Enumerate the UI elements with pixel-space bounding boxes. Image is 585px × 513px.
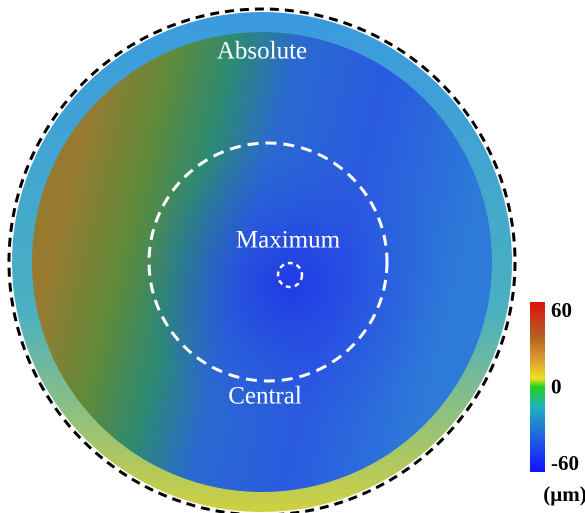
colorbar-tick-label: -60 <box>551 451 579 475</box>
label: Absolute <box>217 38 307 65</box>
outer-dashed-circle <box>7 7 517 513</box>
label: Central <box>228 383 302 410</box>
colorbar-ticks: 60 0 -60 <box>551 298 579 475</box>
colorbar-tick-label: 0 <box>551 374 562 398</box>
central-dashed-circle <box>147 141 389 383</box>
colorbar-unit: (μm) <box>543 482 585 506</box>
label: Maximum <box>236 227 341 254</box>
maximum-dashed-circle <box>276 261 304 289</box>
colorbar-tick-label: 60 <box>551 298 572 322</box>
colorbar <box>530 302 545 472</box>
dish-center <box>140 135 440 435</box>
